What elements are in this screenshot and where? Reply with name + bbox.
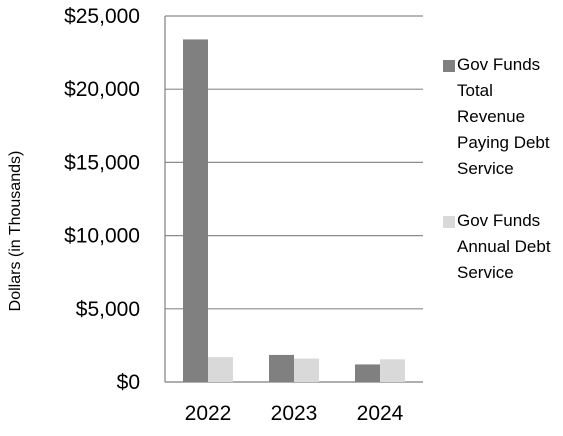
- bar-2023-series-1: [269, 354, 294, 382]
- legend-label-total-revenue: Gov Funds Total Revenue Paying Debt Serv…: [457, 55, 550, 178]
- legend-swatch-annual-debt-service: [443, 216, 455, 228]
- y-tick-label: $5,000: [76, 298, 140, 321]
- legend: Gov Funds Total Revenue Paying Debt Serv…: [443, 52, 561, 286]
- bar-2024-series-1: [355, 364, 380, 382]
- x-tick-label-2024: 2024: [357, 402, 404, 425]
- bar-2024-series-2: [380, 359, 405, 382]
- y-axis-tick-labels: $0 $5,000 $10,000 $15,000 $20,000 $25,000: [64, 5, 140, 394]
- legend-label-annual-debt-service: Gov Funds Annual Debt Service: [457, 211, 551, 282]
- bars: [183, 39, 405, 382]
- bar-2022-series-1: [183, 39, 208, 382]
- legend-item-total-revenue: Gov Funds Total Revenue Paying Debt Serv…: [443, 52, 561, 182]
- x-axis-tick-labels: 2022 2023 2024: [185, 402, 404, 425]
- x-tick-label-2022: 2022: [185, 402, 232, 425]
- legend-item-annual-debt-service: Gov Funds Annual Debt Service: [443, 208, 561, 286]
- y-axis-label: Dollars (in Thousands): [7, 151, 24, 312]
- bar-2023-series-2: [294, 358, 319, 382]
- legend-swatch-total-revenue: [443, 60, 455, 72]
- y-tick-label: $20,000: [64, 78, 140, 101]
- y-tick-label: $10,000: [64, 225, 140, 248]
- y-tick-label: $0: [117, 371, 140, 394]
- x-tick-label-2023: 2023: [271, 402, 318, 425]
- bar-2022-series-2: [208, 357, 233, 382]
- y-tick-label: $15,000: [64, 151, 140, 174]
- y-tick-label: $25,000: [64, 5, 140, 28]
